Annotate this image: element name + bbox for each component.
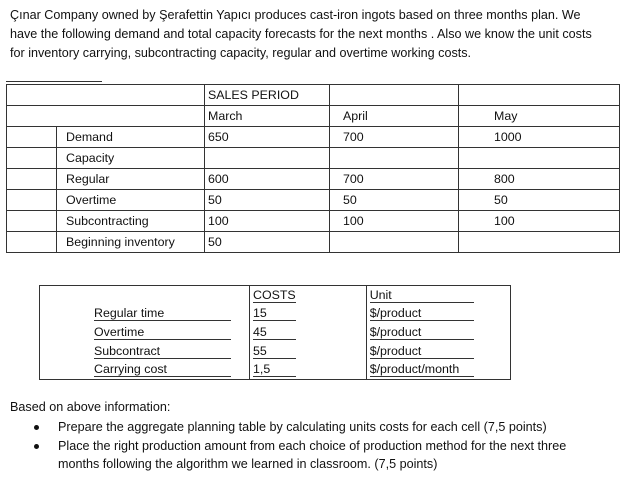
cost-label: Carrying cost [91, 360, 250, 380]
table-cell: 50 [204, 189, 330, 211]
table-row: Carrying cost 1,5 $/product/month [40, 360, 511, 380]
table-cell: 100 [204, 210, 330, 232]
sales-header-row: SALES PERIOD [6, 84, 620, 106]
cost-label: Regular time [91, 304, 250, 324]
table-row: Subcontracting 100 100 100 [6, 210, 620, 232]
bullet-icon [34, 443, 39, 449]
table-row: Demand 650 700 1000 [6, 126, 620, 148]
cost-value: 55 [249, 341, 367, 361]
table-cell: 600 [204, 168, 330, 190]
table-cell: 50 [458, 189, 620, 211]
table-cell [329, 147, 459, 169]
table-row: Beginning inventory 50 [6, 231, 620, 253]
task-list: Prepare the aggregate planning table by … [10, 418, 610, 474]
table-cell [458, 231, 620, 253]
period-march: March [204, 105, 330, 127]
row-label: Regular [56, 168, 205, 190]
row-label: Subcontracting [56, 210, 205, 232]
cost-label: Subcontract [91, 341, 250, 361]
row-label: Overtime [56, 189, 205, 211]
task-text: Prepare the aggregate planning table by … [58, 420, 547, 434]
table-cell: 700 [329, 126, 459, 148]
period-april: April [329, 105, 459, 127]
costs-header: COSTS [249, 285, 367, 305]
cost-value: 1,5 [249, 360, 367, 380]
intro-paragraph: Çınar Company owned by Şerafettin Yapıcı… [10, 8, 592, 61]
table-cell [458, 147, 620, 169]
table-cell: 1000 [458, 126, 620, 148]
table-cell [204, 147, 330, 169]
cost-unit: $/product [366, 323, 510, 342]
period-may: May [458, 105, 620, 127]
sales-period-header: SALES PERIOD [204, 84, 330, 106]
table-row: Overtime 50 50 50 [6, 189, 620, 211]
table-cell: 650 [204, 126, 330, 148]
cost-unit: $/product/month [366, 360, 510, 379]
costs-table: COSTS Unit Regular time 15 $/product Ove… [39, 285, 511, 380]
row-label: Beginning inventory [56, 231, 205, 253]
intro-underline [6, 81, 102, 82]
sales-period-row: March April May [6, 105, 620, 127]
bullet-icon [34, 425, 39, 430]
table-cell: 700 [329, 168, 459, 190]
table-row: Regular time 15 $/product [40, 304, 511, 324]
table-cell [329, 231, 459, 253]
list-item: Prepare the aggregate planning table by … [10, 418, 610, 437]
cost-value: 15 [249, 304, 367, 324]
row-label: Demand [56, 126, 205, 148]
table-row: Regular 600 700 800 [6, 168, 620, 190]
task-text: Place the right production amount from e… [58, 438, 567, 472]
cost-unit: $/product [366, 305, 510, 324]
table-cell: 800 [458, 168, 620, 190]
table-row: Overtime 45 $/product [40, 323, 511, 342]
table-cell: 100 [458, 210, 620, 232]
costs-header-row: COSTS Unit [40, 285, 511, 305]
instructions-lead: Based on above information: [10, 400, 171, 414]
table-row: Capacity [6, 147, 620, 169]
row-label: Capacity [56, 147, 205, 169]
cost-value: 45 [249, 323, 367, 342]
table-cell: 100 [329, 210, 459, 232]
unit-header: Unit [366, 286, 510, 305]
cost-unit: $/product [366, 342, 510, 361]
table-cell: 50 [204, 231, 330, 253]
cost-label: Overtime [91, 323, 250, 342]
list-item: Place the right production amount from e… [10, 437, 610, 474]
table-row: Subcontract 55 $/product [40, 341, 511, 361]
sales-period-table: SALES PERIOD March April May Demand 650 … [6, 84, 620, 253]
table-cell: 50 [329, 189, 459, 211]
